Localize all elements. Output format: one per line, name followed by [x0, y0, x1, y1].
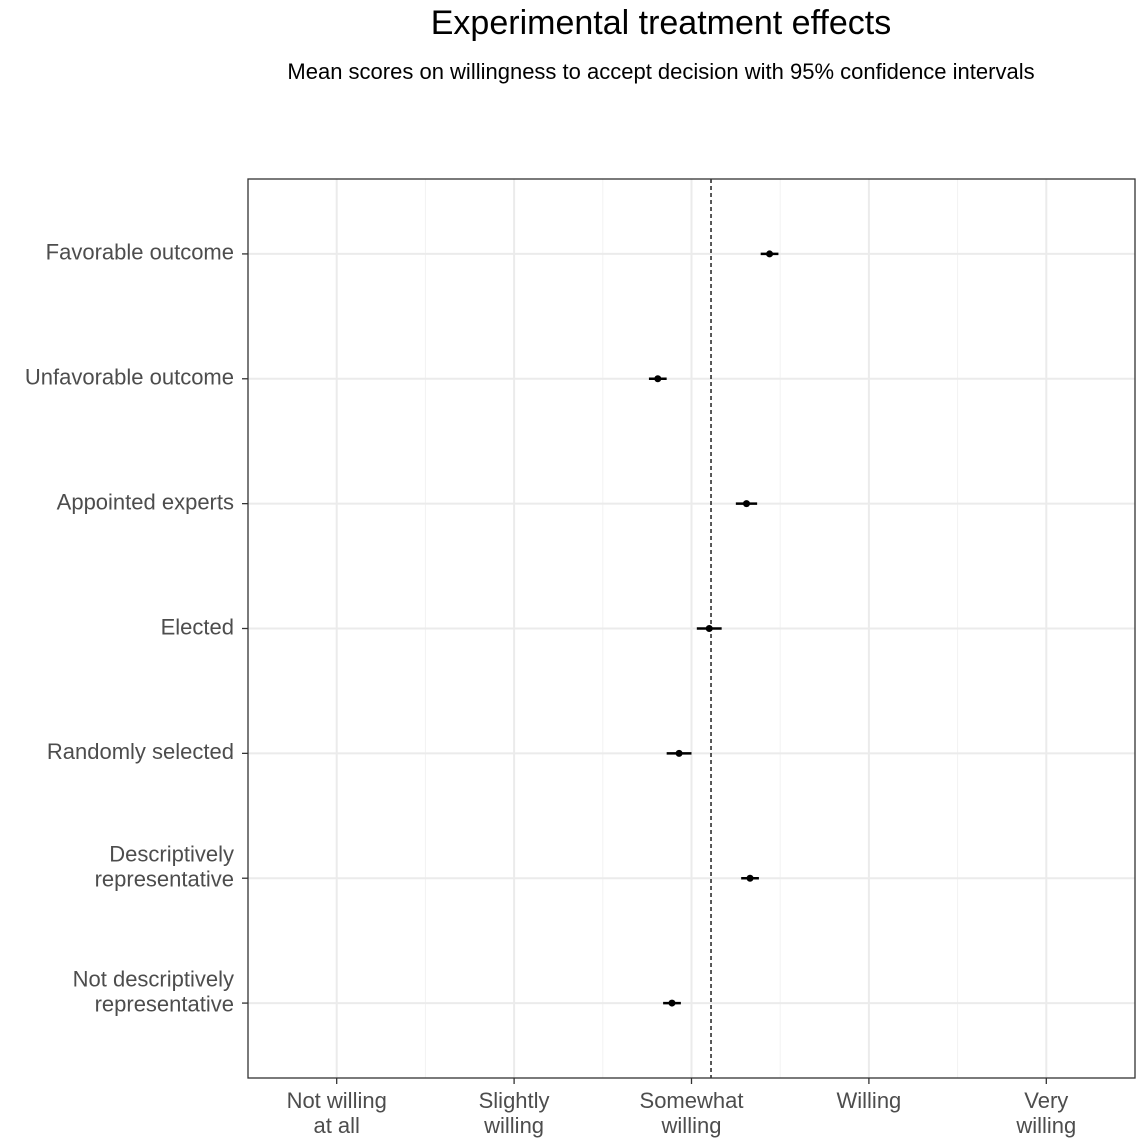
x-tick-label: Slightly willing	[479, 1088, 550, 1138]
y-tick-label: Favorable outcome	[46, 240, 234, 265]
chart-title: Experimental treatment effects	[431, 4, 891, 42]
y-tick-label: Randomly selected	[47, 739, 234, 764]
point	[705, 625, 713, 632]
point	[654, 375, 662, 383]
point	[675, 749, 683, 757]
chart-subtitle: Mean scores on willingness to accept dec…	[287, 59, 1034, 84]
point	[766, 250, 774, 258]
plot-border	[247, 178, 1136, 1079]
point	[746, 874, 754, 882]
y-tick-label: Not descriptively representative	[73, 966, 234, 1016]
point	[742, 500, 750, 508]
x-tick-label: Somewhat willing	[640, 1088, 744, 1138]
y-tick-label: Elected	[161, 614, 234, 639]
point	[668, 999, 676, 1007]
x-tick-label: Not willing at all	[287, 1088, 387, 1138]
x-tick-label: Very willing	[1015, 1088, 1076, 1138]
y-tick-label: Unfavorable outcome	[25, 365, 234, 390]
x-tick-label: Willing	[837, 1088, 902, 1113]
y-tick-label: Descriptively representative	[95, 842, 234, 892]
y-tick-label: Appointed experts	[57, 489, 234, 514]
